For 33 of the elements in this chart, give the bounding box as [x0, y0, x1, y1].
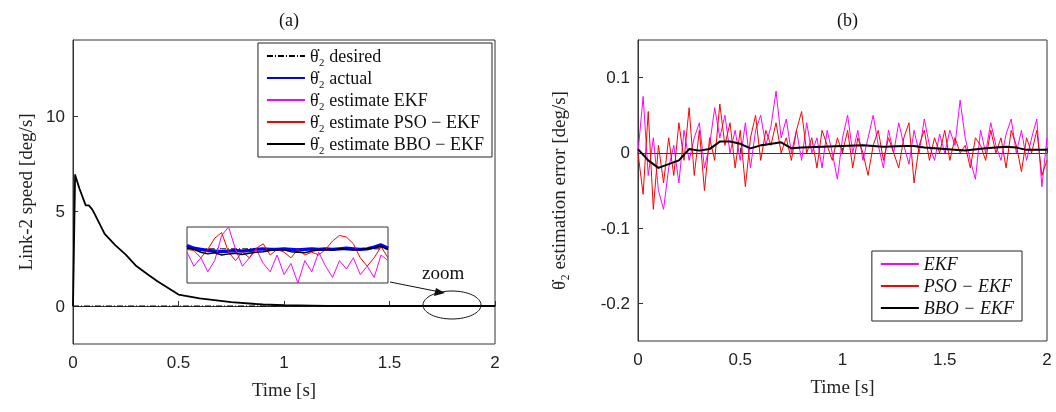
x-tick-label: 0	[633, 350, 643, 369]
x-tick-label: 1.5	[932, 350, 957, 369]
y-tick-label: 0	[55, 296, 65, 316]
chart-title: (a)	[279, 10, 299, 31]
y-tick-label: 0.1	[606, 68, 630, 88]
legend-label: θ̇₂ desired	[309, 46, 382, 66]
legend-label: θ̇₂ estimate PSO − EKF	[309, 112, 481, 132]
legend-label: EKF	[922, 254, 959, 274]
chart-title: (b)	[837, 10, 858, 31]
annotation: zoom	[422, 262, 465, 283]
y-tick-label: -0.2	[600, 293, 630, 313]
x-tick-label: 0	[68, 353, 78, 372]
x-tick-label: 2	[1042, 350, 1052, 369]
y-tick-label: 0	[620, 143, 630, 163]
x-axis-title: Time [s]	[251, 379, 317, 400]
legend-label: PSO − EKF	[922, 276, 1014, 296]
y-tick-label: 5	[55, 201, 65, 221]
y-axis-title: Link-2 speed [deg/s]	[15, 113, 36, 271]
x-tick-label: 0.5	[728, 350, 753, 369]
x-tick-label: 2	[490, 353, 500, 372]
legend-label: θ̇₂ actual	[309, 68, 373, 88]
y-tick-label: 10	[46, 106, 65, 126]
x-tick-label: 0.5	[166, 353, 191, 372]
x-tick-label: 1	[837, 350, 848, 369]
legend-label: θ̇₂ estimate BBO − EKF	[309, 134, 485, 154]
legend-label: θ̇₂ estimate EKF	[309, 90, 428, 110]
y-axis-title: θ̇₂ estimation error [deg/s]	[548, 91, 569, 290]
x-tick-label: 1	[279, 353, 289, 372]
y-tick-label: -0.1	[600, 218, 630, 238]
line-series	[637, 140, 1048, 169]
x-tick-label: 1.5	[377, 353, 402, 372]
legend-label: BBO − EKF	[923, 298, 1015, 318]
x-axis-title: Time [s]	[810, 376, 875, 397]
